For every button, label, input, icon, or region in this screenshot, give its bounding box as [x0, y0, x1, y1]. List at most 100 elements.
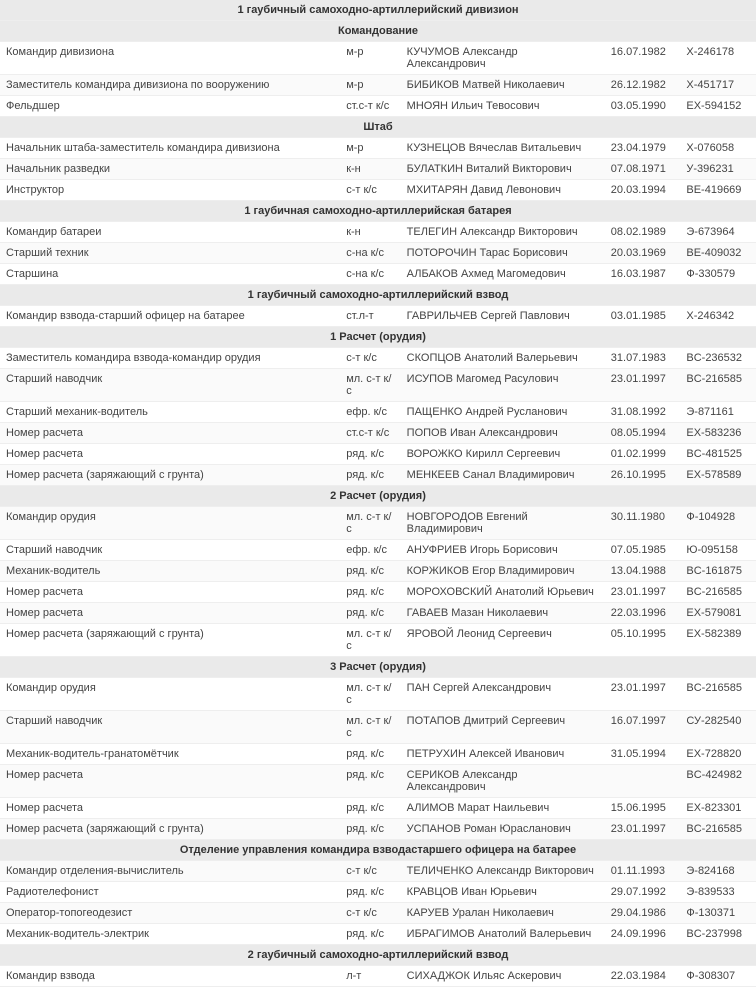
cell-date: 07.08.1971	[605, 159, 681, 180]
cell-rank: с-т к/с	[340, 861, 400, 882]
cell-id: BC-216585	[680, 369, 756, 402]
cell-id: EX-579081	[680, 603, 756, 624]
cell-name: АЛИМОВ Марат Наильевич	[401, 798, 605, 819]
section-header-label: 1 гаубичная самоходно-артиллерийская бат…	[0, 201, 756, 222]
cell-date: 03.01.1985	[605, 306, 681, 327]
cell-rank: ряд. к/с	[340, 744, 400, 765]
section-header: Штаб	[0, 117, 756, 138]
cell-name: УСПАНОВ Роман Юрасланович	[401, 819, 605, 840]
cell-date: 23.01.1997	[605, 369, 681, 402]
cell-name: КУЗНЕЦОВ Вячеслав Витальевич	[401, 138, 605, 159]
section-header-label: Командование	[0, 21, 756, 42]
cell-rank: с-т к/с	[340, 180, 400, 201]
cell-position: Радиотелефонист	[0, 882, 340, 903]
cell-date: 23.01.1997	[605, 582, 681, 603]
cell-rank: с-т к/с	[340, 348, 400, 369]
cell-rank: ряд. к/с	[340, 603, 400, 624]
table-row: Номер расчетаряд. к/сСЕРИКОВ Александр А…	[0, 765, 756, 798]
cell-date: 30.11.1980	[605, 507, 681, 540]
cell-position: Номер расчета	[0, 765, 340, 798]
cell-name: МОРОХОВСКИЙ Анатолий Юрьевич	[401, 582, 605, 603]
cell-position: Командир взвода-старший офицер на батаре…	[0, 306, 340, 327]
cell-rank: с-на к/с	[340, 243, 400, 264]
cell-id: Ф-130371	[680, 903, 756, 924]
cell-date: 16.07.1982	[605, 42, 681, 75]
cell-position: Оператор-топогеодезист	[0, 903, 340, 924]
cell-name: МЕНКЕЕВ Санал Владимирович	[401, 465, 605, 486]
cell-position: Инструктор	[0, 180, 340, 201]
cell-position: Старший техник	[0, 243, 340, 264]
cell-name: ПАЩЕНКО Андрей Русланович	[401, 402, 605, 423]
cell-position: Номер расчета	[0, 444, 340, 465]
cell-name: СЕРИКОВ Александр Александрович	[401, 765, 605, 798]
cell-position: Заместитель командира взвода-командир ор…	[0, 348, 340, 369]
cell-name: КУЧУМОВ Александр Александрович	[401, 42, 605, 75]
cell-date: 20.03.1994	[605, 180, 681, 201]
cell-rank: ст.с-т к/с	[340, 423, 400, 444]
section-header-label: 3 Расчет (орудия)	[0, 657, 756, 678]
table-row: Командир взвода-старший офицер на батаре…	[0, 306, 756, 327]
cell-id: Э-871161	[680, 402, 756, 423]
cell-name: ПЕТРУХИН Алексей Иванович	[401, 744, 605, 765]
cell-date: 29.04.1986	[605, 903, 681, 924]
cell-rank: ст.л-т	[340, 306, 400, 327]
section-header: 1 гаубичный самоходно-артиллерийский див…	[0, 0, 756, 21]
table-row: Командир дивизионам-рКУЧУМОВ Александр А…	[0, 42, 756, 75]
cell-id: X-246178	[680, 42, 756, 75]
section-header: 1 гаубичный самоходно-артиллерийский взв…	[0, 285, 756, 306]
cell-name: ПОПОВ Иван Александрович	[401, 423, 605, 444]
cell-position: Командир батареи	[0, 222, 340, 243]
cell-position: Командир взвода	[0, 966, 340, 987]
cell-date: 23.01.1997	[605, 819, 681, 840]
cell-id: Ф-308307	[680, 966, 756, 987]
cell-rank: мл. с-т к/с	[340, 369, 400, 402]
cell-id: EX-823301	[680, 798, 756, 819]
cell-date: 31.05.1994	[605, 744, 681, 765]
cell-date: 13.04.1988	[605, 561, 681, 582]
table-row: Номер расчета (заряжающий с грунта)ряд. …	[0, 465, 756, 486]
table-row: Старшинас-на к/сАЛБАКОВ Ахмед Магомедови…	[0, 264, 756, 285]
table-row: Номер расчетаст.с-т к/сПОПОВ Иван Алекса…	[0, 423, 756, 444]
cell-id: BC-161875	[680, 561, 756, 582]
cell-name: КАРУЕВ Уралан Николаевич	[401, 903, 605, 924]
table-row: Механик-водитель-гранатомётчикряд. к/сПЕ…	[0, 744, 756, 765]
cell-rank: мл. с-т к/с	[340, 624, 400, 657]
section-header: 1 гаубичная самоходно-артиллерийская бат…	[0, 201, 756, 222]
cell-date: 01.11.1993	[605, 861, 681, 882]
table-row: Инструкторс-т к/сМХИТАРЯН Давид Левонови…	[0, 180, 756, 201]
table-row: Старший наводчикмл. с-т к/сИСУПОВ Магоме…	[0, 369, 756, 402]
cell-id: BC-237998	[680, 924, 756, 945]
cell-id: BC-216585	[680, 582, 756, 603]
cell-position: Фельдшер	[0, 96, 340, 117]
cell-position: Номер расчета (заряжающий с грунта)	[0, 465, 340, 486]
cell-name: СКОПЦОВ Анатолий Валерьевич	[401, 348, 605, 369]
cell-id: Э-839533	[680, 882, 756, 903]
table-row: Начальник штаба-заместитель командира ди…	[0, 138, 756, 159]
cell-date: 07.05.1985	[605, 540, 681, 561]
cell-id: EX-594152	[680, 96, 756, 117]
table-row: Оператор-топогеодезистс-т к/сКАРУЕВ Урал…	[0, 903, 756, 924]
cell-position: Механик-водитель-электрик	[0, 924, 340, 945]
cell-position: Заместитель командира дивизиона по воору…	[0, 75, 340, 96]
section-header-label: 1 гаубичный самоходно-артиллерийский взв…	[0, 285, 756, 306]
cell-rank: м-р	[340, 138, 400, 159]
cell-id: EX-578589	[680, 465, 756, 486]
cell-rank: м-р	[340, 42, 400, 75]
table-row: Начальник разведкик-нБУЛАТКИН Виталий Ви…	[0, 159, 756, 180]
cell-rank: ряд. к/с	[340, 882, 400, 903]
cell-rank: с-т к/с	[340, 903, 400, 924]
cell-id: У-396231	[680, 159, 756, 180]
cell-name: СИХАДЖОК Ильяс Аскерович	[401, 966, 605, 987]
cell-position: Номер расчета	[0, 582, 340, 603]
cell-rank: к-н	[340, 159, 400, 180]
cell-name: ГАВРИЛЬЧЕВ Сергей Павлович	[401, 306, 605, 327]
table-row: Старший наводчикмл. с-т к/сПОТАПОВ Дмитр…	[0, 711, 756, 744]
table-row: Заместитель командира взвода-командир ор…	[0, 348, 756, 369]
table-row: Старший механик-водительефр. к/сПАЩЕНКО …	[0, 402, 756, 423]
section-header-label: 1 гаубичный самоходно-артиллерийский див…	[0, 0, 756, 21]
cell-name: ТЕЛЕГИН Александр Викторович	[401, 222, 605, 243]
cell-id: Ю-095158	[680, 540, 756, 561]
cell-rank: ефр. к/с	[340, 540, 400, 561]
table-row: Радиотелефонистряд. к/сКРАВЦОВ Иван Юрье…	[0, 882, 756, 903]
section-header: Командование	[0, 21, 756, 42]
